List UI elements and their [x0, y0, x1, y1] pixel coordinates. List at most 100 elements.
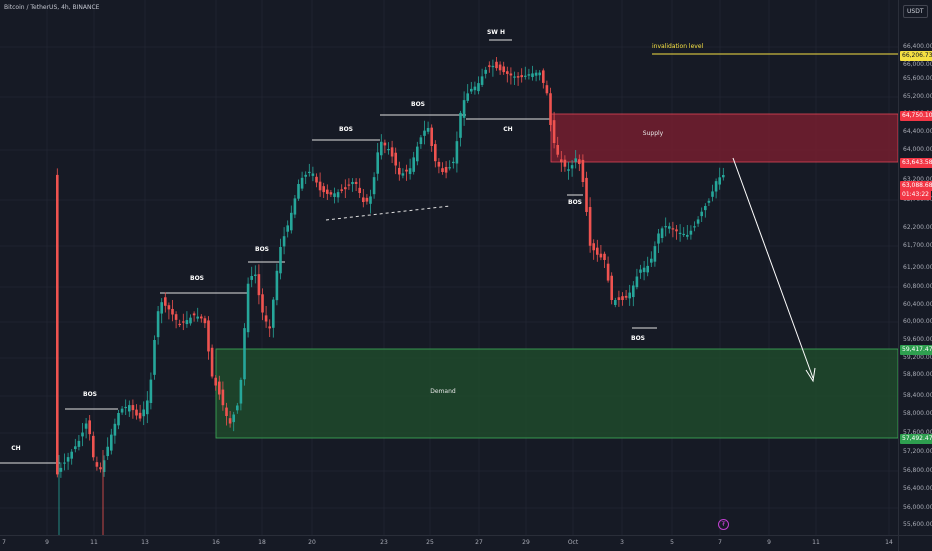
- candle-body: [632, 285, 635, 298]
- price-tick: 61,700.00: [903, 242, 932, 249]
- candle-body: [401, 173, 405, 176]
- candle-body: [282, 236, 286, 247]
- price-tick: 57,200.00: [903, 448, 932, 455]
- price-tick: 63,200.00: [903, 176, 932, 183]
- candle-body: [160, 302, 163, 314]
- candle-body: [484, 69, 487, 74]
- price-tick: 60,800.00: [903, 283, 932, 290]
- price-tick: 59,200.00: [903, 354, 932, 361]
- candle-body: [592, 243, 595, 251]
- candle-body: [178, 323, 181, 326]
- time-tick: Oct: [567, 539, 579, 546]
- candle-body: [185, 320, 189, 325]
- candle-body: [581, 159, 585, 182]
- candle-body: [459, 112, 462, 138]
- candle-body: [92, 435, 95, 458]
- price-tick: 66,000.00: [903, 61, 932, 68]
- candle-body: [596, 247, 599, 255]
- candle-body: [142, 409, 145, 417]
- candle-body: [369, 196, 372, 204]
- candle-body: [135, 409, 138, 416]
- bos-label-5: BOS: [411, 101, 425, 108]
- candle-body: [120, 408, 124, 413]
- candle-body: [236, 405, 239, 411]
- bos-label-4: BOS: [339, 126, 353, 133]
- candle-body: [707, 200, 711, 203]
- candle-body: [567, 169, 570, 171]
- time-tick: 13: [141, 539, 149, 546]
- candle-body: [614, 300, 617, 305]
- candle-body: [149, 379, 153, 403]
- candle-body: [603, 253, 606, 260]
- candle-body: [704, 206, 707, 211]
- candle-body: [66, 457, 70, 462]
- candle-body: [657, 233, 660, 244]
- candle-body: [416, 146, 419, 162]
- time-tick: 11: [812, 539, 820, 546]
- candle-body: [376, 152, 379, 174]
- candle-body: [189, 317, 192, 324]
- candle-body: [225, 407, 228, 416]
- candle-body: [390, 147, 394, 157]
- candle-body: [77, 440, 81, 447]
- candle-body: [293, 198, 297, 215]
- candle-body: [290, 212, 293, 231]
- candle-body: [239, 379, 243, 404]
- candle-body: [437, 161, 441, 167]
- candle-body: [628, 292, 631, 299]
- candle-body: [81, 432, 84, 437]
- chart-area[interactable]: Bitcoin / TetherUS, 4h, BINANCE invalida…: [0, 0, 898, 535]
- projection-arrow-head-icon: [805, 367, 816, 383]
- candlestick-chart[interactable]: [0, 0, 898, 535]
- candle-body: [264, 315, 268, 322]
- candle-body: [423, 130, 426, 136]
- supply-zone-label: Supply: [642, 130, 664, 137]
- candle-body: [678, 232, 682, 234]
- candle-body: [488, 65, 491, 67]
- price-tick: 59,600.00: [903, 336, 932, 343]
- candle-body: [498, 64, 502, 71]
- candle-body: [304, 174, 307, 177]
- candle-body: [380, 141, 383, 156]
- candle-body: [524, 75, 527, 77]
- candle-body: [419, 137, 423, 145]
- candle-body: [272, 299, 275, 328]
- price-axis[interactable]: 66,400.0066,000.0065,600.0065,200.0064,8…: [898, 0, 932, 535]
- currency-selector[interactable]: USDT: [903, 5, 928, 18]
- candle-body: [534, 72, 538, 76]
- candle-body: [329, 192, 333, 195]
- bos-label-1: BOS: [83, 391, 97, 398]
- demand-bottom-price-badge: 57,492.47: [900, 434, 932, 444]
- candle-body: [642, 267, 646, 273]
- price-tick: 57,600.00: [903, 429, 932, 436]
- candle-body: [95, 462, 99, 467]
- candle-body: [646, 265, 649, 273]
- candle-body: [624, 295, 628, 298]
- price-tick: 58,800.00: [903, 371, 932, 378]
- candle-body: [660, 228, 664, 238]
- price-tick: 60,400.00: [903, 301, 932, 308]
- candle-body: [250, 276, 253, 280]
- ch-label-top: CH: [503, 126, 513, 133]
- candle-body: [192, 313, 196, 316]
- time-axis[interactable]: 7 9 11 13 16 18 20 23 25 27 29 Oct 3 5 7 9 11 14: [0, 535, 898, 551]
- candle-body: [257, 274, 261, 296]
- time-tick: 16: [212, 539, 220, 546]
- price-tick: 56,000.00: [903, 504, 932, 511]
- price-tick: 58,000.00: [903, 410, 932, 417]
- candle-body: [405, 169, 408, 172]
- candle-body: [552, 120, 556, 143]
- candle-body: [214, 377, 217, 386]
- candle-body: [300, 177, 304, 189]
- candle-body: [106, 446, 109, 457]
- candle-body: [527, 74, 531, 76]
- bos-label-7: BOS: [631, 335, 645, 342]
- candle-body: [128, 405, 131, 412]
- candle-body: [621, 296, 624, 300]
- tradingview-logo-icon[interactable]: ₮: [718, 519, 729, 530]
- candle-body: [412, 157, 415, 172]
- candle-body: [344, 187, 347, 190]
- candle-body: [354, 181, 358, 184]
- candle-body: [232, 414, 235, 423]
- candle-body: [441, 168, 444, 172]
